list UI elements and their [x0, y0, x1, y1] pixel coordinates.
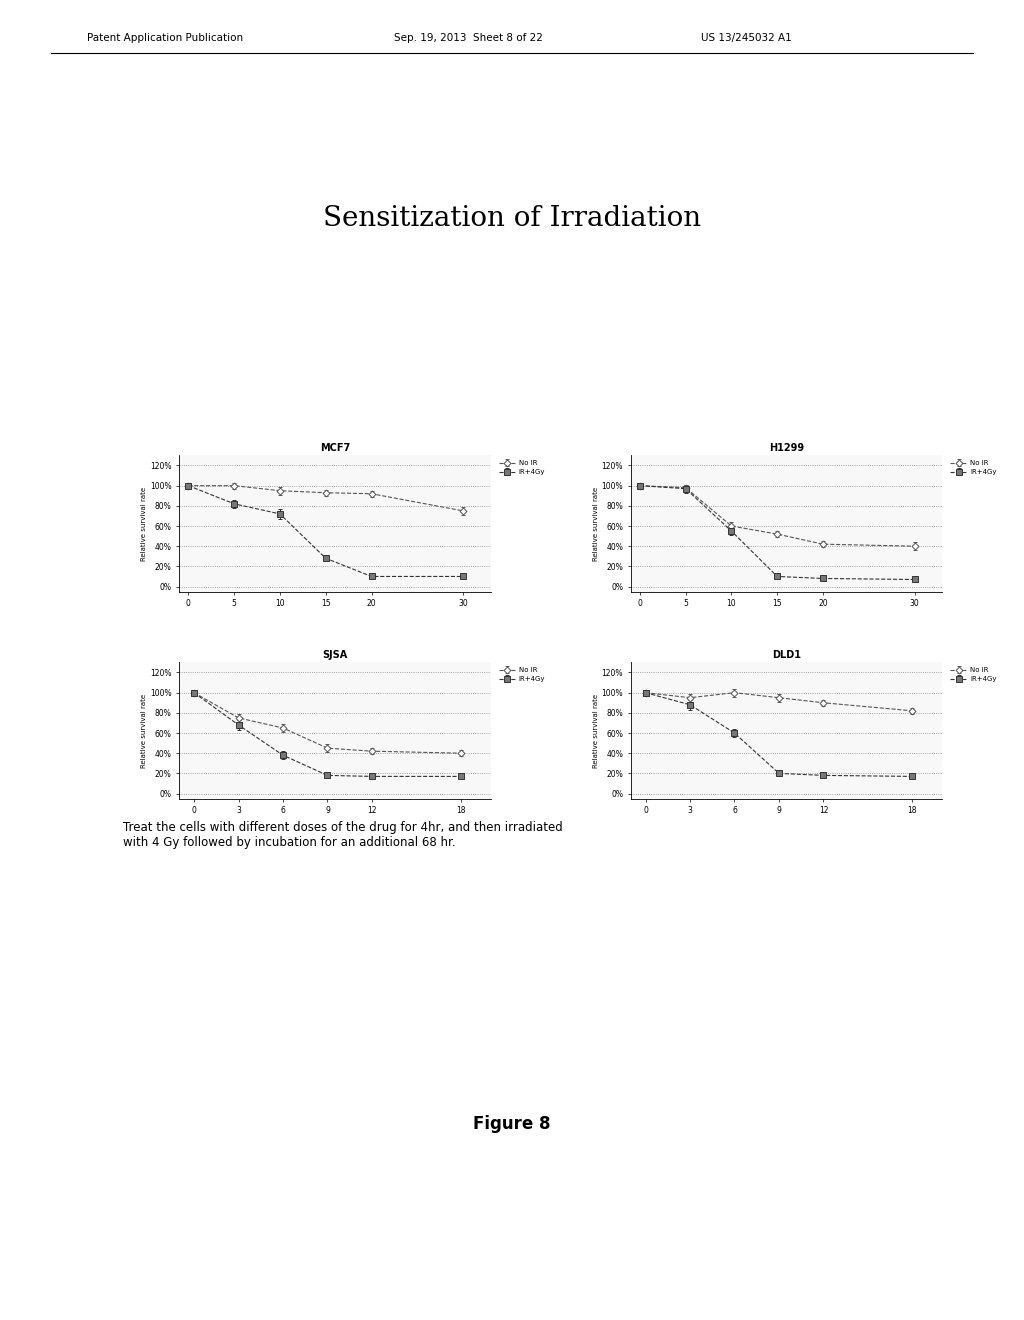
- Legend: No IR, IR+4Gy: No IR, IR+4Gy: [498, 459, 547, 477]
- Legend: No IR, IR+4Gy: No IR, IR+4Gy: [948, 459, 998, 477]
- Legend: No IR, IR+4Gy: No IR, IR+4Gy: [498, 665, 547, 684]
- Y-axis label: Relative survival rate: Relative survival rate: [141, 693, 147, 767]
- Title: SJSA: SJSA: [323, 651, 347, 660]
- Text: Patent Application Publication: Patent Application Publication: [87, 33, 243, 44]
- Title: MCF7: MCF7: [319, 444, 350, 453]
- Text: Sep. 19, 2013  Sheet 8 of 22: Sep. 19, 2013 Sheet 8 of 22: [394, 33, 543, 44]
- Text: Sensitization of Irradiation: Sensitization of Irradiation: [323, 205, 701, 231]
- Y-axis label: Relative survival rate: Relative survival rate: [593, 693, 599, 767]
- Y-axis label: Relative survival rate: Relative survival rate: [141, 487, 147, 561]
- Text: US 13/245032 A1: US 13/245032 A1: [701, 33, 793, 44]
- Title: DLD1: DLD1: [772, 651, 801, 660]
- Text: Treat the cells with different doses of the drug for 4hr, and then irradiated
wi: Treat the cells with different doses of …: [123, 821, 562, 849]
- Y-axis label: Relative survival rate: Relative survival rate: [593, 487, 599, 561]
- Title: H1299: H1299: [769, 444, 804, 453]
- Legend: No IR, IR+4Gy: No IR, IR+4Gy: [948, 665, 998, 684]
- Text: Figure 8: Figure 8: [473, 1115, 551, 1134]
